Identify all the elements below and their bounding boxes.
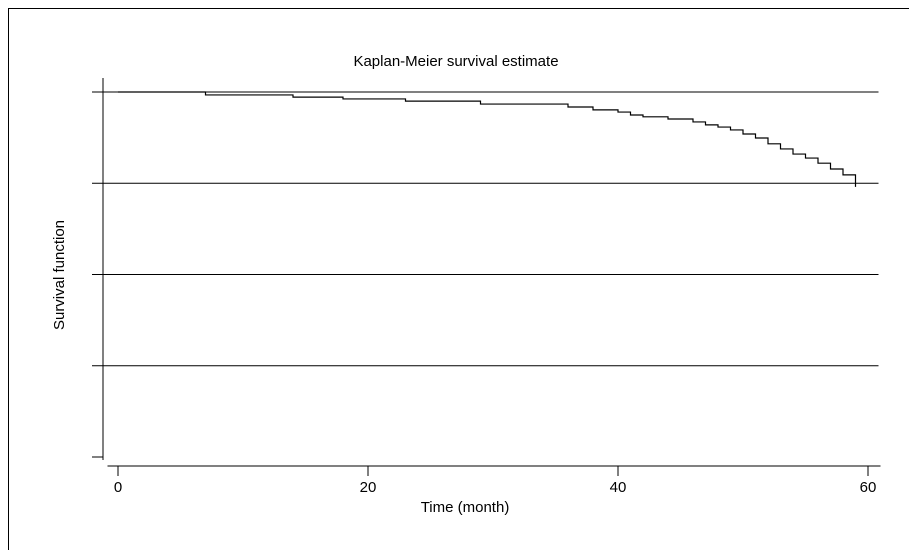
frame [8, 8, 909, 550]
x-axis-label: Time (month) [421, 499, 510, 516]
y-axis-label: Survival function [51, 220, 68, 330]
survival-curve [118, 91, 857, 187]
x-tick-label: 0 [114, 479, 122, 496]
x-tick-label: 60 [860, 479, 877, 496]
chart-title: Kaplan-Meier survival estimate [353, 53, 558, 70]
x-tick-label: 40 [610, 479, 627, 496]
x-tick-label: 20 [360, 479, 377, 496]
